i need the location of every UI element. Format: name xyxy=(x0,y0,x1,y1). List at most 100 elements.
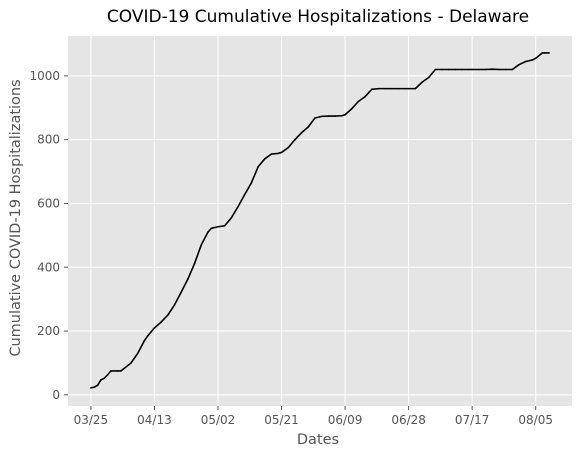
data-point xyxy=(421,81,423,84)
data-point xyxy=(96,384,99,387)
data-point xyxy=(193,262,196,265)
data-point xyxy=(391,87,393,90)
data-point xyxy=(243,193,246,196)
data-point xyxy=(160,321,162,323)
data-point xyxy=(471,68,473,71)
data-point xyxy=(461,68,463,71)
data-point xyxy=(103,377,106,380)
data-point xyxy=(447,68,450,71)
data-point xyxy=(230,217,233,219)
data-point xyxy=(454,68,457,71)
data-point xyxy=(377,87,380,90)
data-point xyxy=(136,352,139,355)
data-point xyxy=(541,52,544,54)
y-tick-label: 0 xyxy=(52,388,60,402)
data-point xyxy=(534,57,537,60)
data-point xyxy=(524,60,527,63)
data-point xyxy=(264,158,266,160)
data-point xyxy=(116,370,119,372)
data-point xyxy=(223,224,226,227)
data-point xyxy=(427,76,430,79)
data-point xyxy=(511,68,514,71)
tick-labels: 0 200 400 600 800 1000 03/25 04/13 05/02 05/21 06/… xyxy=(29,69,553,427)
series-layer xyxy=(90,52,550,389)
data-point xyxy=(468,68,470,71)
data-point xyxy=(397,87,400,90)
data-point xyxy=(287,146,290,149)
y-tick-label: 600 xyxy=(37,196,60,210)
data-point xyxy=(200,244,203,246)
data-point xyxy=(100,379,102,381)
data-point xyxy=(384,87,387,90)
data-point xyxy=(210,227,213,230)
data-point xyxy=(280,151,283,154)
data-point xyxy=(277,152,280,155)
x-tick-label: 06/09 xyxy=(328,413,363,427)
data-point xyxy=(146,335,149,337)
data-point xyxy=(93,386,96,388)
data-point xyxy=(257,165,259,168)
chart-title: COVID-19 Cumulative Hospitalizations - D… xyxy=(107,7,529,27)
data-point xyxy=(90,387,92,389)
data-point xyxy=(180,291,183,293)
data-point xyxy=(357,100,360,103)
data-point xyxy=(350,107,353,110)
data-point xyxy=(414,87,417,90)
grid-lines xyxy=(68,36,572,406)
data-point xyxy=(498,68,500,71)
data-point xyxy=(334,115,336,117)
y-tick-label: 800 xyxy=(37,133,60,147)
x-tick-label: 07/17 xyxy=(455,413,490,427)
data-point xyxy=(153,327,156,329)
data-point xyxy=(531,59,534,61)
y-axis-label: Cumulative COVID-19 Hospitalizations xyxy=(8,79,24,356)
y-tick-label: 200 xyxy=(37,324,60,338)
data-point xyxy=(120,370,122,372)
data-point xyxy=(364,95,366,98)
data-point xyxy=(491,68,494,70)
data-point xyxy=(434,68,437,71)
data-point xyxy=(404,87,407,90)
data-point xyxy=(300,131,303,134)
data-point xyxy=(504,68,507,71)
data-point xyxy=(270,153,273,155)
data-point xyxy=(441,68,443,71)
data-point xyxy=(173,304,176,306)
data-point xyxy=(110,370,112,372)
data-point xyxy=(371,88,373,91)
y-tick-label: 400 xyxy=(37,260,60,274)
data-point xyxy=(484,68,487,71)
x-tick-label: 08/05 xyxy=(518,413,553,427)
data-point xyxy=(314,117,316,119)
x-tick-label: 03/25 xyxy=(74,413,109,427)
series-line-hospitalizations xyxy=(90,52,550,389)
data-point xyxy=(237,205,239,208)
x-tick-label: 05/21 xyxy=(264,413,299,427)
plot-area xyxy=(68,36,572,406)
data-point xyxy=(548,52,550,54)
x-tick-label: 06/28 xyxy=(391,413,426,427)
data-point xyxy=(207,231,209,233)
data-point xyxy=(294,138,296,141)
x-axis-label: Dates xyxy=(297,432,339,448)
x-tick-label: 04/13 xyxy=(137,413,172,427)
data-point xyxy=(518,63,520,66)
data-point xyxy=(478,68,480,71)
data-point xyxy=(340,114,343,117)
data-point xyxy=(344,113,346,116)
data-point xyxy=(217,225,219,228)
data-point xyxy=(143,339,146,342)
data-point xyxy=(187,278,189,280)
data-point xyxy=(130,362,132,364)
data-point xyxy=(320,115,323,118)
data-point xyxy=(167,314,169,316)
data-point xyxy=(106,373,109,376)
data-point xyxy=(307,126,310,128)
y-tick-label: 1000 xyxy=(29,69,60,83)
x-tick-label: 05/02 xyxy=(201,413,236,427)
data-point xyxy=(327,115,330,117)
data-point xyxy=(407,87,410,90)
data-point xyxy=(250,181,253,184)
